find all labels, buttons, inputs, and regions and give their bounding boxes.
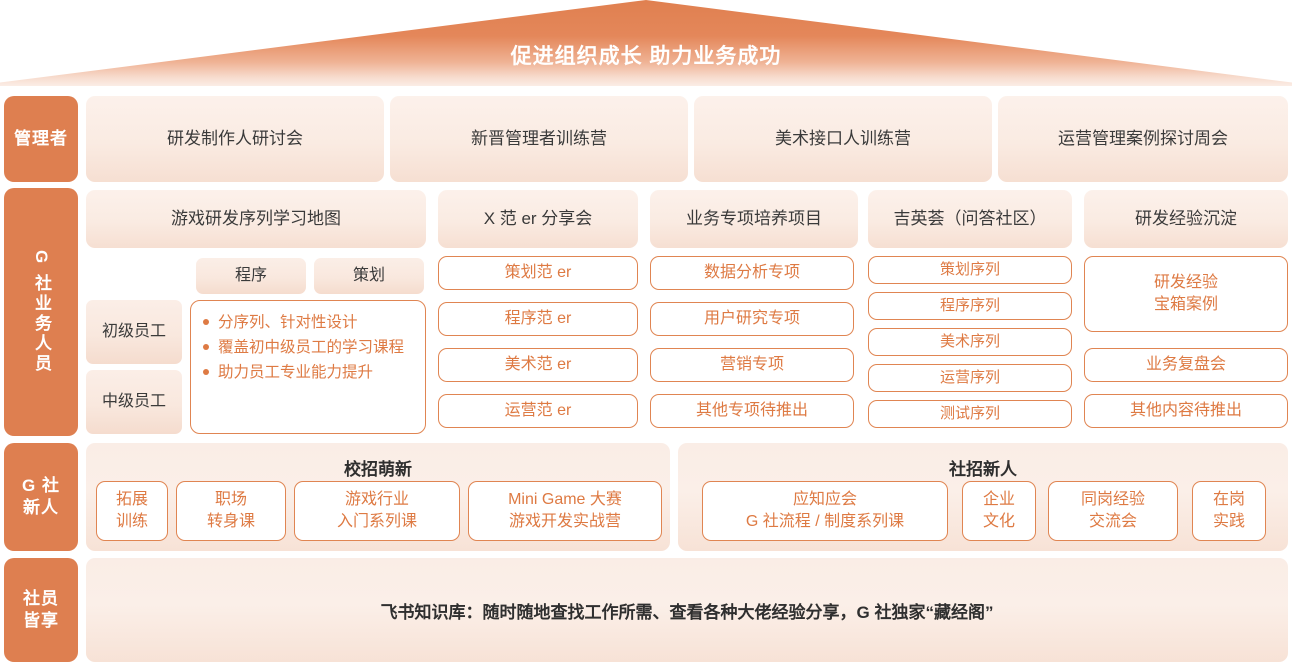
campus-course-card[interactable]: 拓展 训练 <box>96 481 168 541</box>
business-column-header-label: 研发经验沉淀 <box>1135 208 1237 228</box>
business-column-header[interactable]: 业务专项培养项目 <box>650 190 858 248</box>
campus-course-card[interactable]: Mini Game 大赛 游戏开发实战营 <box>468 481 662 541</box>
sequence-pill-label: 测试序列 <box>939 405 1000 423</box>
manager-card[interactable]: 新晋管理者训练营 <box>390 96 688 182</box>
program-pill-label: 营销专项 <box>719 355 784 373</box>
sequence-pill[interactable]: 测试序列 <box>868 400 1072 428</box>
social-course-card[interactable]: 同岗经验 交流会 <box>1048 481 1178 541</box>
social-course-card[interactable]: 在岗 实践 <box>1192 481 1266 541</box>
social-recruit-title: 社招新人 <box>949 460 1017 479</box>
sidebar-item-label: 社员 皆享 <box>23 588 59 630</box>
experience-pill[interactable]: 研发经验 宝箱案例 <box>1084 256 1288 332</box>
sequence-pill-label: 美术序列 <box>939 333 1000 351</box>
business-column-header-label: 业务专项培养项目 <box>686 208 822 228</box>
sequence-chip-label: 策划 <box>352 266 385 284</box>
business-column-header[interactable]: 吉英荟（问答社区） <box>868 190 1072 248</box>
share-pill-label: 运营范 er <box>504 401 572 419</box>
sequence-pill-label: 策划序列 <box>939 261 1000 279</box>
campus-course-label: 游戏行业 入门系列课 <box>336 491 417 530</box>
sidebar-item-manager[interactable]: 管理者 <box>4 96 78 182</box>
manager-card[interactable]: 运营管理案例探讨周会 <box>998 96 1288 182</box>
roof-banner: 促进组织成长 助力业务成功 <box>0 0 1292 86</box>
program-pill-label: 用户研究专项 <box>703 309 800 327</box>
business-column-header[interactable]: 研发经验沉淀 <box>1084 190 1288 248</box>
program-pill[interactable]: 营销专项 <box>650 348 854 382</box>
sequence-pill[interactable]: 程序序列 <box>868 292 1072 320</box>
level-chip-junior[interactable]: 初级员工 <box>86 300 182 364</box>
experience-pill-label: 研发经验 宝箱案例 <box>1153 274 1218 313</box>
campus-course-card[interactable]: 职场 转身课 <box>176 481 286 541</box>
experience-pill[interactable]: 业务复盘会 <box>1084 348 1288 382</box>
business-column-header-label: 游戏研发序列学习地图 <box>171 208 341 228</box>
social-course-label: 企业 文化 <box>982 491 1015 530</box>
business-column-header-label: X 范 er 分享会 <box>483 208 593 228</box>
sequence-pill[interactable]: 美术序列 <box>868 328 1072 356</box>
experience-pill-label: 其他内容待推出 <box>1129 401 1242 419</box>
sequence-chip-label: 程序 <box>234 266 267 284</box>
experience-pill[interactable]: 其他内容待推出 <box>1084 394 1288 428</box>
social-course-card[interactable]: 应知应会 G 社流程 / 制度系列课 <box>702 481 948 541</box>
knowledge-base-panel[interactable]: 飞书知识库：随时随地查找工作所需、查看各种大佬经验分享，G 社独家“藏经阁” <box>86 558 1288 662</box>
sequence-pill-label: 运营序列 <box>939 369 1000 387</box>
share-pill[interactable]: 策划范 er <box>438 256 638 290</box>
learning-map-highlights: 分序列、针对性设计 覆盖初中级员工的学习课程 助力员工专业能力提升 <box>190 300 426 434</box>
manager-card[interactable]: 美术接口人训练营 <box>694 96 992 182</box>
manager-card-label: 美术接口人训练营 <box>775 128 911 148</box>
share-pill[interactable]: 程序范 er <box>438 302 638 336</box>
sidebar-item-all-staff[interactable]: 社员 皆享 <box>4 558 78 662</box>
list-item: 覆盖初中级员工的学习课程 <box>201 335 413 360</box>
sequence-pill-label: 程序序列 <box>939 297 1000 315</box>
share-pill-label: 美术范 er <box>504 355 572 373</box>
manager-card-label: 研发制作人研讨会 <box>167 128 303 148</box>
share-pill[interactable]: 美术范 er <box>438 348 638 382</box>
social-course-label: 同岗经验 交流会 <box>1080 491 1145 530</box>
learning-map-bullet-list: 分序列、针对性设计 覆盖初中级员工的学习课程 助力员工专业能力提升 <box>201 310 413 385</box>
campus-course-card[interactable]: 游戏行业 入门系列课 <box>294 481 460 541</box>
program-pill-label: 其他专项待推出 <box>695 401 808 419</box>
campus-course-label: Mini Game 大赛 游戏开发实战营 <box>508 491 622 530</box>
business-column-header[interactable]: 游戏研发序列学习地图 <box>86 190 426 248</box>
level-chip-label: 中级员工 <box>101 392 166 410</box>
program-pill-label: 数据分析专项 <box>703 263 800 281</box>
level-chip-intermediate[interactable]: 中级员工 <box>86 370 182 434</box>
share-pill-label: 策划范 er <box>504 263 572 281</box>
program-pill[interactable]: 数据分析专项 <box>650 256 854 290</box>
list-item: 分序列、针对性设计 <box>201 310 413 335</box>
social-course-label: 应知应会 G 社流程 / 制度系列课 <box>745 491 905 530</box>
business-column-header[interactable]: X 范 er 分享会 <box>438 190 638 248</box>
sidebar-item-business-staff[interactable]: G 社业务人员 <box>4 188 78 436</box>
social-course-card[interactable]: 企业 文化 <box>962 481 1036 541</box>
knowledge-base-text: 飞书知识库：随时随地查找工作所需、查看各种大佬经验分享，G 社独家“藏经阁” <box>380 603 994 622</box>
manager-card-label: 运营管理案例探讨周会 <box>1058 128 1228 148</box>
sidebar-item-newcomer[interactable]: G 社 新人 <box>4 443 78 551</box>
manager-card[interactable]: 研发制作人研讨会 <box>86 96 384 182</box>
level-chip-label: 初级员工 <box>101 322 166 340</box>
manager-card-label: 新晋管理者训练营 <box>471 128 607 148</box>
sidebar-item-label: G 社业务人员 <box>32 250 52 374</box>
program-pill[interactable]: 其他专项待推出 <box>650 394 854 428</box>
experience-pill-label: 业务复盘会 <box>1145 355 1226 373</box>
business-column-header-label: 吉英荟（问答社区） <box>893 208 1047 228</box>
roof-title: 促进组织成长 助力业务成功 <box>510 45 782 68</box>
program-pill[interactable]: 用户研究专项 <box>650 302 854 336</box>
sidebar-item-label: 管理者 <box>14 128 68 148</box>
campus-course-label: 拓展 训练 <box>115 491 148 530</box>
sequence-pill[interactable]: 运营序列 <box>868 364 1072 392</box>
share-pill-label: 程序范 er <box>504 309 572 327</box>
campus-recruit-title: 校招萌新 <box>344 460 412 479</box>
sidebar-item-label: G 社 新人 <box>22 475 60 517</box>
list-item: 助力员工专业能力提升 <box>201 360 413 385</box>
sequence-chip-program[interactable]: 程序 <box>196 258 306 294</box>
share-pill[interactable]: 运营范 er <box>438 394 638 428</box>
sequence-chip-planning[interactable]: 策划 <box>314 258 424 294</box>
campus-course-label: 职场 转身课 <box>206 491 255 530</box>
sequence-pill[interactable]: 策划序列 <box>868 256 1072 284</box>
social-course-label: 在岗 实践 <box>1212 491 1245 530</box>
